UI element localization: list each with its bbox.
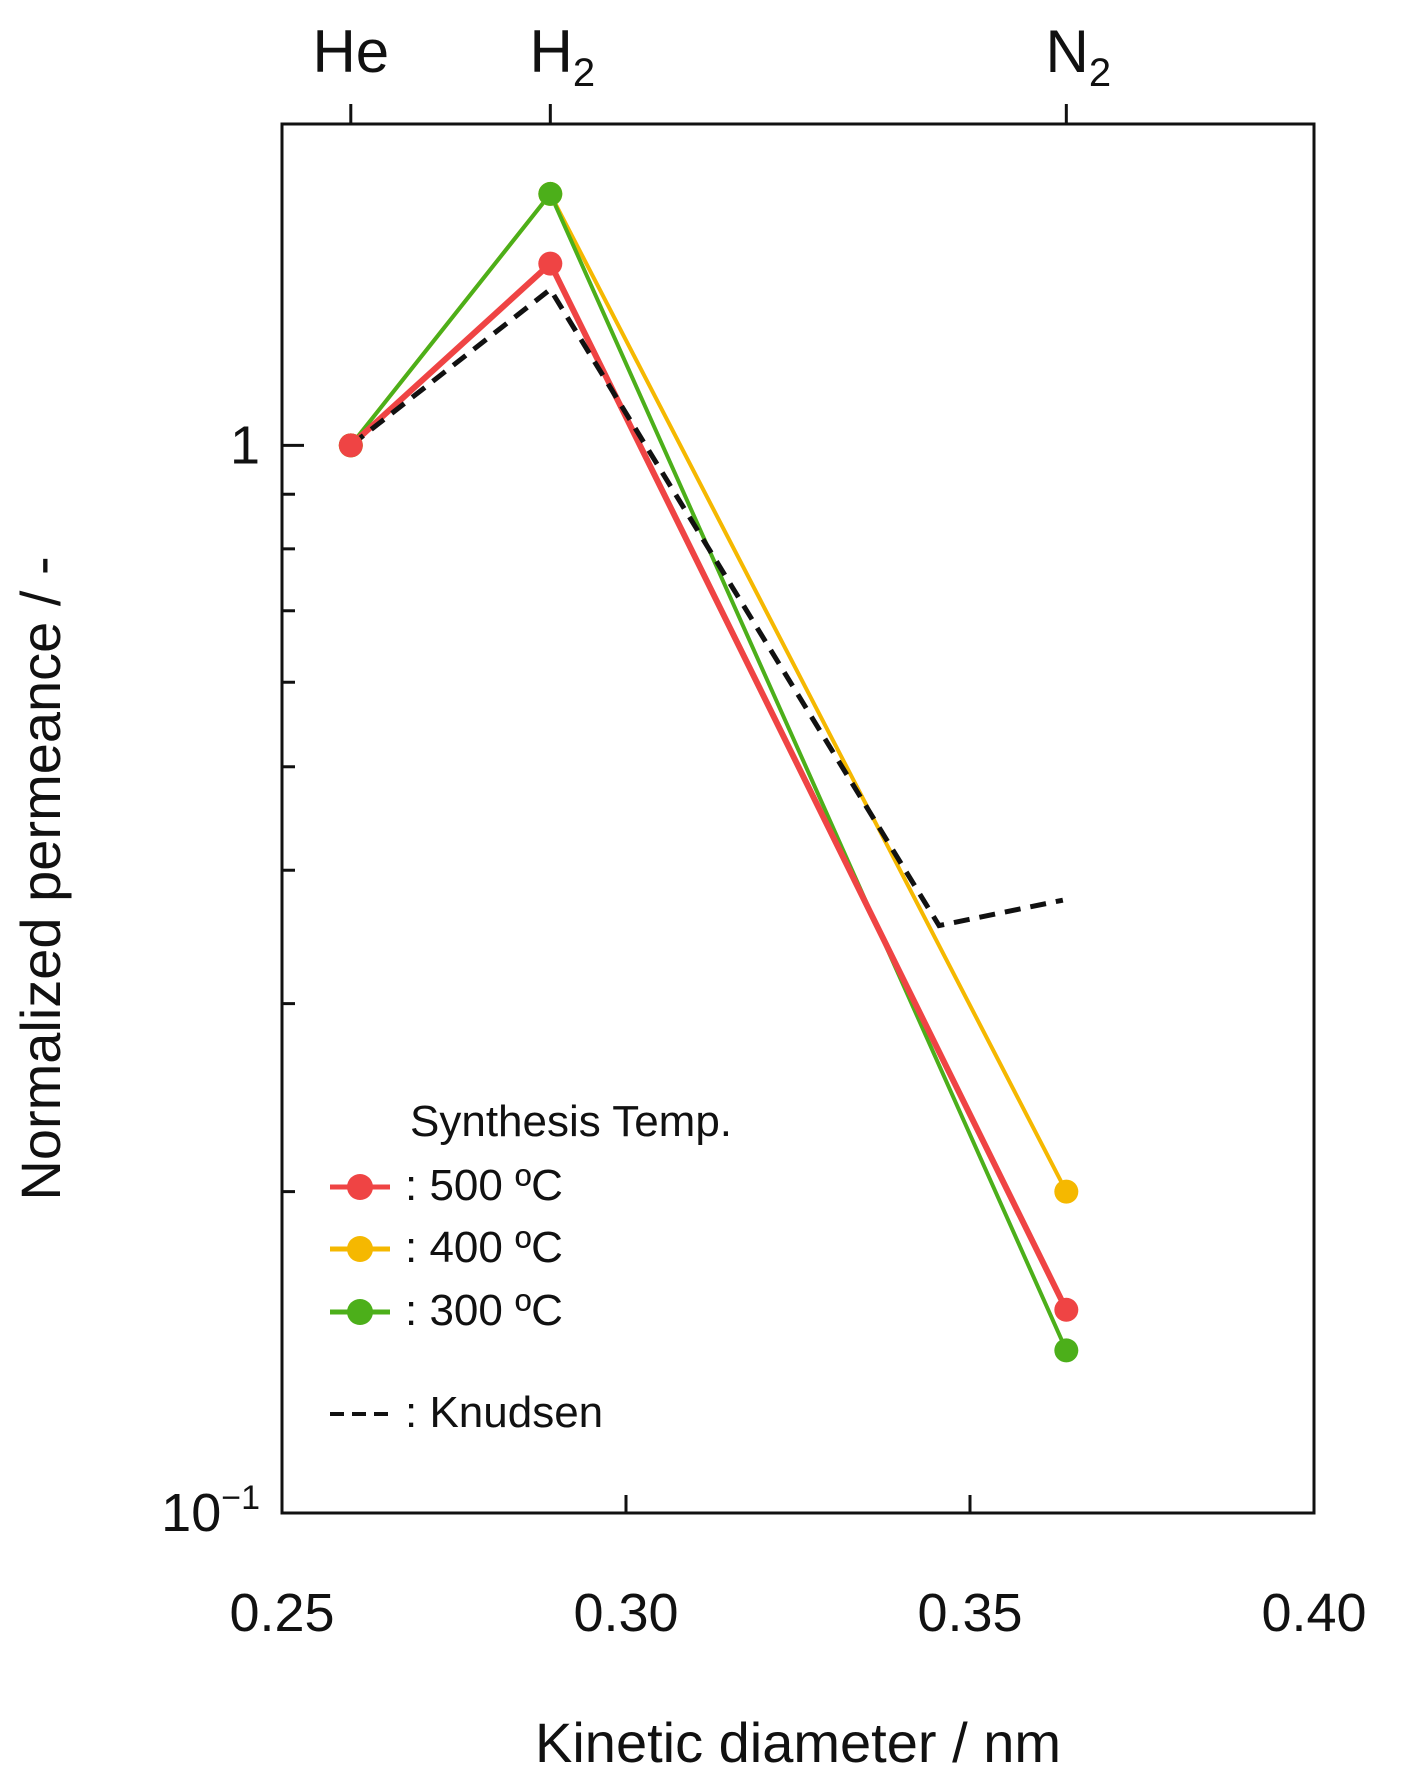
data-point: [1054, 1338, 1079, 1363]
x-tick-label: 0.25: [229, 1583, 334, 1643]
gas-label: He: [312, 18, 389, 85]
legend-marker: [347, 1174, 373, 1200]
legend-marker: [347, 1236, 373, 1262]
data-point: [1054, 1179, 1079, 1204]
plot-frame: [280, 122, 1316, 1515]
data-point: [538, 251, 563, 276]
legend-label: : 500 ºC: [405, 1161, 563, 1210]
y-tick-label: 1: [230, 415, 260, 475]
legend-marker: [347, 1299, 373, 1325]
series-line: [348, 260, 1070, 1312]
y-tick-label: 10−1: [161, 1479, 260, 1543]
data-point: [538, 181, 563, 206]
data-layer: [338, 181, 1079, 1363]
x-tick-label: 0.30: [573, 1583, 678, 1643]
x-axis-title: Kinetic diameter / nm: [535, 1711, 1061, 1774]
gas-label: N2: [1046, 18, 1112, 95]
legend-title: Synthesis Temp.: [410, 1097, 732, 1146]
x-tick-label: 0.40: [1261, 1583, 1366, 1643]
legend-label: : 400 ºC: [405, 1223, 563, 1272]
data-point: [338, 433, 363, 458]
legend-label: : 300 ºC: [405, 1286, 563, 1335]
legend: Synthesis Temp. : 500 ºC : 400 ºC : 300 ºC…: [330, 1097, 732, 1437]
y-axis-title: Normalized permeance / -: [9, 556, 72, 1200]
x-tick-label: 0.35: [917, 1583, 1022, 1643]
legend-label: : Knudsen: [405, 1388, 603, 1437]
gas-label: H2: [530, 18, 596, 95]
data-point: [1054, 1297, 1079, 1322]
knudsen-line: [349, 285, 1064, 929]
axes-layer: 0.25 0.30 0.35 0.40 10−1 1 He H2 N2: [161, 18, 1366, 1643]
